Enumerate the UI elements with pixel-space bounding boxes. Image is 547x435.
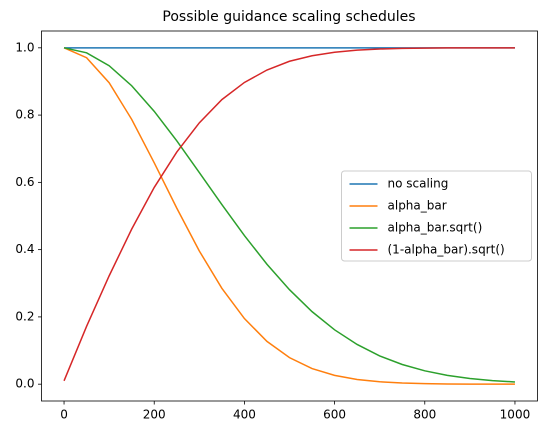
y-tick-label: 0.2: [15, 309, 34, 323]
y-tick-label: 0.6: [15, 175, 34, 189]
line: [63, 47, 515, 385]
chart-title: Possible guidance scaling schedules: [162, 9, 415, 25]
y-tick-label: 1.0: [15, 40, 34, 54]
x-tick-label: 800: [413, 408, 436, 422]
line: [63, 47, 516, 383]
legend-label: no scaling: [388, 177, 449, 191]
legend-label: (1-alpha_bar).sqrt(): [388, 243, 505, 257]
x-tick-label: 1000: [500, 408, 531, 422]
x-tick-label: 400: [233, 408, 256, 422]
plot-frame: [41, 30, 538, 402]
line: [63, 47, 515, 382]
y-tick-label: 0.8: [15, 108, 34, 122]
x-tick-label: 600: [323, 408, 346, 422]
y-tick-label: 0.4: [15, 242, 34, 256]
x-tick-label: 200: [143, 408, 166, 422]
legend-box: [341, 170, 532, 262]
y-tick-label: 0.0: [15, 377, 34, 391]
x-tick-label: 0: [60, 408, 68, 422]
legend-label: alpha_bar: [388, 199, 447, 213]
legend-label: alpha_bar.sqrt(): [388, 221, 483, 235]
